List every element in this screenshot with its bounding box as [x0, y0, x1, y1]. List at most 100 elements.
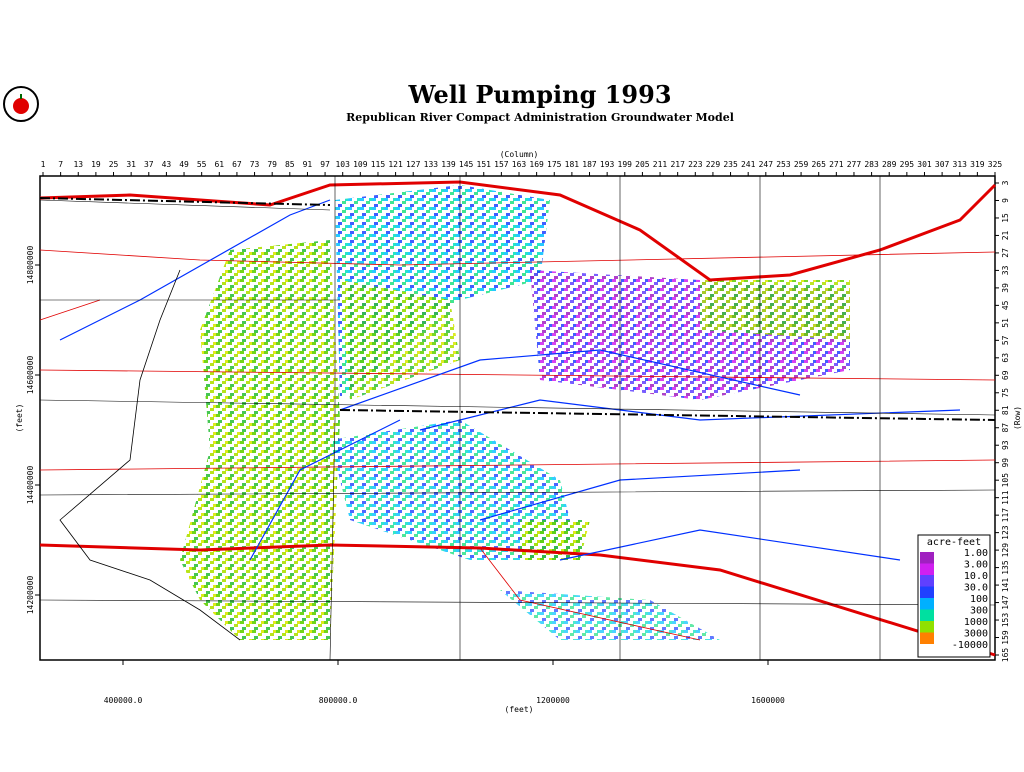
column-label: 199: [618, 160, 633, 169]
legend-label: 300: [970, 606, 988, 617]
legend-label: -10000: [952, 640, 988, 651]
column-label: 223: [688, 160, 703, 169]
legend-swatch: [920, 575, 934, 587]
row-label: 27: [1001, 248, 1010, 258]
y-axis-label: (feet): [15, 404, 24, 433]
legend-swatch: [920, 563, 934, 575]
column-label: 307: [935, 160, 950, 169]
row-label: 111: [1001, 490, 1010, 505]
column-label: 1: [41, 160, 46, 169]
column-label: 55: [197, 160, 207, 169]
row-label: 21: [1001, 230, 1010, 240]
x-axis-label: (feet): [505, 705, 534, 714]
column-label: 43: [162, 160, 172, 169]
row-label: 153: [1001, 613, 1010, 628]
column-axis-label: (Column): [500, 150, 539, 159]
legend-swatch: [920, 609, 934, 621]
column-label: 67: [232, 160, 242, 169]
row-label: 99: [1001, 458, 1010, 468]
column-label: 25: [109, 160, 119, 169]
column-label: 145: [459, 160, 474, 169]
column-label: 163: [512, 160, 527, 169]
column-label: 121: [388, 160, 403, 169]
column-label: 187: [582, 160, 597, 169]
legend-swatch: [920, 632, 934, 644]
column-label: 181: [565, 160, 580, 169]
column-label: 37: [144, 160, 154, 169]
legend: acre-feet1.003.0010.030.010030010003000-…: [920, 537, 988, 656]
column-label: 103: [335, 160, 350, 169]
legend-title: acre-feet: [927, 537, 981, 548]
subtitle: Republican River Compact Administration …: [346, 111, 734, 124]
row-label: 75: [1001, 388, 1010, 398]
column-label: 295: [900, 160, 915, 169]
column-label: 265: [811, 160, 826, 169]
column-label: 319: [970, 160, 985, 169]
column-label: 205: [635, 160, 650, 169]
legend-label: 3.00: [964, 560, 988, 571]
column-label: 259: [794, 160, 809, 169]
legend-swatch: [920, 598, 934, 610]
column-label: 49: [179, 160, 189, 169]
y-tick-label: 14800000: [26, 246, 35, 285]
map: [39, 175, 997, 661]
column-label: 211: [653, 160, 668, 169]
column-label: 61: [214, 160, 224, 169]
column-label: 289: [882, 160, 897, 169]
axes: 1 7 13 19 25 31 37 43 49 55 61 67 73 79 85 91 97 103 109 11…: [26, 160, 1010, 705]
row-label: 105: [1001, 473, 1010, 488]
column-label: 217: [670, 160, 685, 169]
y-tick-label: 14400000: [26, 466, 35, 505]
row-label: 81: [1001, 405, 1010, 415]
logo: [3, 86, 39, 122]
row-label: 87: [1001, 423, 1010, 433]
row-label: 57: [1001, 335, 1010, 345]
column-label: 13: [73, 160, 83, 169]
column-label: 115: [371, 160, 386, 169]
column-label: 109: [353, 160, 368, 169]
row-label: 117: [1001, 508, 1010, 523]
row-label: 123: [1001, 525, 1010, 540]
row-label: 135: [1001, 560, 1010, 575]
legend-swatch: [920, 621, 934, 633]
x-tick-label: 1600000: [751, 696, 785, 705]
column-label: 325: [988, 160, 1003, 169]
x-tick-label: 400000.0: [104, 696, 143, 705]
column-label: 301: [917, 160, 932, 169]
column-label: 91: [303, 160, 313, 169]
legend-label: 10.0: [964, 571, 988, 582]
legend-swatch: [920, 644, 934, 656]
row-label: 69: [1001, 370, 1010, 380]
column-label: 283: [864, 160, 879, 169]
row-label: 93: [1001, 440, 1010, 450]
column-label: 241: [741, 160, 756, 169]
column-label: 151: [477, 160, 492, 169]
legend-label: 1000: [964, 617, 988, 628]
row-axis-label: (Row): [1013, 406, 1022, 430]
row-label: 3: [1001, 180, 1010, 185]
legend-swatch: [920, 552, 934, 564]
x-tick-label: 1200000: [536, 696, 570, 705]
row-label: 45: [1001, 300, 1010, 310]
column-label: 31: [126, 160, 136, 169]
column-label: 271: [829, 160, 844, 169]
column-label: 175: [547, 160, 562, 169]
column-label: 247: [759, 160, 774, 169]
column-label: 73: [250, 160, 260, 169]
row-label: 33: [1001, 265, 1010, 275]
row-label: 51: [1001, 318, 1010, 328]
column-label: 85: [285, 160, 295, 169]
column-label: 313: [953, 160, 968, 169]
x-tick-label: 800000.0: [319, 696, 358, 705]
row-label: 147: [1001, 595, 1010, 610]
title: Well Pumping 1993: [407, 80, 671, 109]
column-label: 133: [424, 160, 439, 169]
column-label: 127: [406, 160, 421, 169]
legend-swatch: [920, 586, 934, 598]
column-label: 97: [320, 160, 330, 169]
column-label: 253: [776, 160, 791, 169]
row-label: 39: [1001, 283, 1010, 293]
row-label: 129: [1001, 543, 1010, 558]
legend-label: 3000: [964, 629, 988, 640]
column-label: 79: [267, 160, 277, 169]
